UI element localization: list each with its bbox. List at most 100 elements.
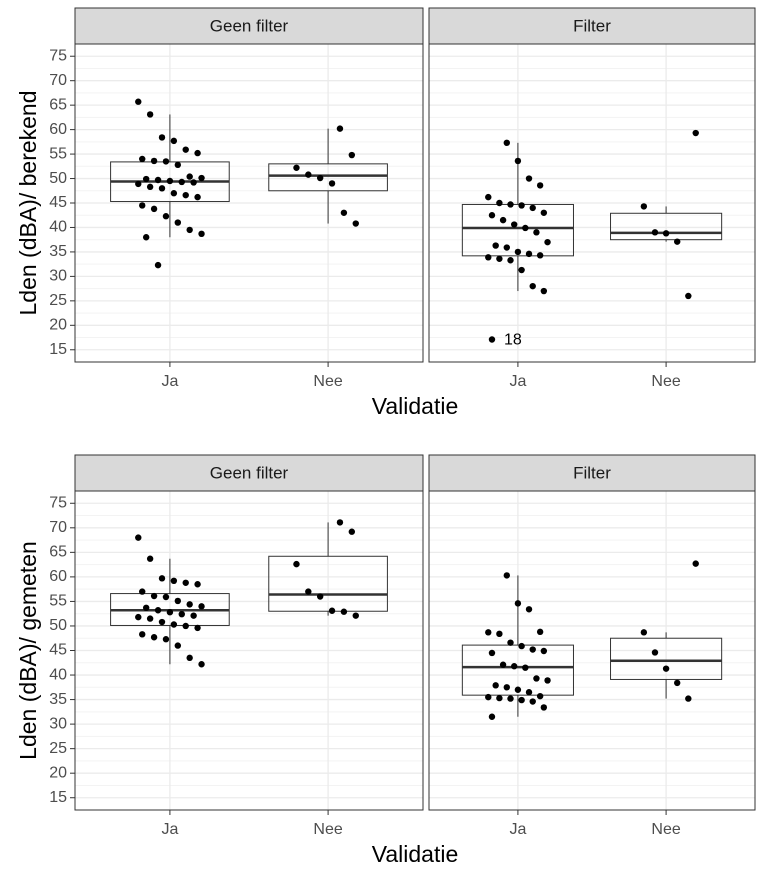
x-axis-title: Validatie: [372, 393, 459, 419]
y-tick-label: 35: [49, 691, 67, 708]
point: [139, 155, 146, 163]
y-tick-label: 40: [49, 666, 67, 683]
point: [162, 158, 170, 165]
point: [525, 689, 533, 696]
point: [651, 649, 659, 656]
point: [651, 229, 659, 236]
point: [503, 572, 510, 579]
point: [518, 202, 525, 209]
panel-border: [74, 490, 424, 811]
point: [674, 679, 681, 687]
point: [154, 607, 162, 614]
point: [692, 129, 699, 137]
point: [198, 603, 205, 610]
point: [194, 581, 201, 588]
point: [507, 201, 514, 208]
point: [305, 588, 312, 595]
y-tick-label: 50: [49, 170, 67, 187]
point: [348, 151, 356, 159]
point: [174, 219, 182, 226]
x-tick-label: Ja: [509, 373, 526, 390]
point: [336, 519, 344, 526]
point: [485, 193, 492, 201]
point: [507, 695, 514, 702]
point: [316, 593, 324, 600]
facet-title: Filter: [573, 463, 611, 482]
point: [488, 212, 496, 219]
point: [536, 182, 544, 189]
x-tick-label: Ja: [161, 373, 178, 390]
point: [503, 684, 510, 691]
point: [150, 634, 158, 641]
point-label: 18: [504, 332, 522, 349]
point: [540, 287, 548, 295]
point: [485, 629, 492, 636]
point: [336, 125, 344, 132]
point: [492, 682, 499, 689]
point: [170, 621, 178, 628]
y-tick-label: 65: [49, 96, 67, 113]
point: [190, 612, 197, 619]
point: [540, 704, 548, 711]
panel-border: [428, 43, 756, 363]
point: [544, 238, 551, 246]
y-tick-label: 30: [49, 715, 67, 732]
point: [488, 713, 496, 720]
x-tick-label: Nee: [651, 373, 680, 390]
point: [162, 593, 170, 601]
point: [194, 193, 201, 201]
point: [182, 191, 189, 199]
point: [154, 261, 162, 269]
point: [170, 137, 178, 145]
point: [518, 696, 525, 704]
point: [352, 612, 359, 619]
point: [499, 661, 507, 668]
point: [142, 234, 150, 241]
point: [198, 230, 205, 238]
point: [529, 646, 536, 653]
point: [328, 180, 336, 187]
point: [154, 176, 162, 184]
point: [640, 203, 648, 210]
point: [518, 266, 525, 274]
point: [529, 204, 536, 212]
point: [511, 663, 518, 670]
y-tick-label: 75: [49, 494, 67, 511]
y-tick-label: 50: [49, 617, 67, 634]
point: [146, 111, 154, 118]
point: [182, 146, 189, 153]
point: [496, 630, 503, 638]
x-tick-label: Nee: [313, 821, 342, 838]
x-tick-label: Ja: [509, 821, 526, 838]
point: [488, 649, 496, 657]
point: [536, 252, 544, 259]
y-tick-label: 20: [49, 764, 67, 781]
point: [186, 226, 193, 234]
y-tick-label: 55: [49, 593, 67, 610]
point: [499, 216, 507, 224]
box: [461, 203, 574, 257]
point: [525, 606, 533, 613]
point: [174, 642, 182, 649]
facet-strip: [428, 7, 756, 45]
point: [198, 661, 205, 668]
y-tick-label: 55: [49, 145, 67, 162]
x-axis-title: Validatie: [372, 841, 459, 867]
point: [488, 336, 496, 343]
box: [268, 555, 388, 612]
point: [293, 560, 300, 568]
point: [146, 183, 154, 191]
point: [186, 173, 193, 180]
point: [662, 665, 670, 672]
facet-title: Geen filter: [210, 463, 289, 482]
point: [135, 98, 142, 105]
point: [514, 600, 522, 607]
point: [514, 686, 522, 693]
point: [485, 693, 492, 701]
point: [522, 664, 529, 671]
point: [674, 238, 681, 245]
point: [174, 597, 182, 605]
point: [293, 164, 300, 171]
point: [158, 618, 166, 626]
point: [503, 139, 510, 147]
